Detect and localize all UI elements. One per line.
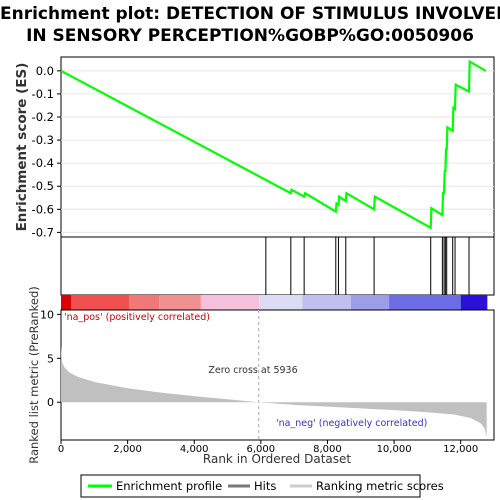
x-tick-label: 4,000: [180, 444, 209, 455]
es-profile-line: [60, 59, 487, 230]
x-axis: 0 2,000 4,000 6,000 8,000 10,000 12,000: [58, 440, 478, 455]
zero-cross-label: Zero cross at 5936: [208, 365, 297, 376]
color-bar-segment: [460, 295, 488, 310]
es-y-tick-label: -0.5: [32, 179, 54, 193]
color-bar-segment: [259, 295, 303, 310]
color-bar-segment: [200, 295, 260, 310]
color-bar-segment: [70, 295, 130, 310]
rank-color-bar: [61, 295, 488, 310]
es-y-tick-label: -0.1: [32, 87, 54, 101]
x-tick-label: 2,000: [113, 444, 142, 455]
metric-y-tick-label: 10: [40, 308, 54, 321]
legend-metric-label: Ranking metric scores: [316, 479, 444, 493]
es-panel-frame: [60, 56, 495, 238]
legend-frame: [80, 474, 421, 498]
color-bar-segment: [61, 295, 71, 310]
color-bar-segment: [159, 295, 201, 310]
color-bar-segment: [389, 295, 461, 310]
metric-y-axis: 10 5 0: [40, 308, 61, 409]
es-y-tick-label: -0.3: [32, 133, 54, 147]
ranked-metric-panel: 10 5 0 0 2,000 4,000 6,000 8,000 10,000 12,000 '…: [27, 286, 495, 466]
metric-area: [61, 345, 487, 438]
es-y-tick-label: 0.0: [36, 64, 54, 78]
es-y-tick-label: -0.6: [32, 202, 54, 216]
chart-title-line2: IN SENSORY PERCEPTION%GOBP%GO:0050906: [26, 26, 474, 46]
legend-es-label: Enrichment profile: [116, 479, 222, 493]
hit-lines: [265, 237, 470, 295]
x-tick-label: 6,000: [247, 444, 276, 455]
color-bar-segment: [129, 295, 160, 310]
es-grid: [61, 70, 494, 233]
x-tick-label: 10,000: [377, 444, 412, 455]
legend: Enrichment profile Hits Ranking metric s…: [80, 474, 444, 498]
neg-correlated-label: 'na_neg' (negatively correlated): [276, 418, 427, 429]
pos-correlated-label: 'na_pos' (positively correlated): [64, 312, 210, 323]
es-y-axis: 0.0 -0.1 -0.2 -0.3 -0.4 -0.5 -0.6 -0.7: [32, 64, 61, 239]
x-tick-label: 8,000: [313, 444, 342, 455]
enrichment-score-panel: 0.0 -0.1 -0.2 -0.3 -0.4 -0.5 -0.6 -0.7 Enrichme…: [14, 56, 495, 239]
color-bar-segment: [302, 295, 351, 310]
metric-y-tick-label: 0: [47, 396, 54, 409]
es-y-tick-label: -0.2: [32, 110, 54, 124]
legend-hits-label: Hits: [254, 479, 276, 493]
metric-y-tick-label: 5: [47, 352, 54, 365]
color-bar-segment: [350, 295, 390, 310]
x-axis-label: Rank in Ordered Dataset: [203, 452, 351, 466]
metric-panel-frame: [60, 309, 495, 441]
metric-y-axis-label: Ranked list metric (PreRanked): [27, 286, 41, 464]
x-tick-label: 12,000: [443, 444, 478, 455]
es-y-tick-label: -0.7: [32, 225, 54, 239]
es-y-axis-label: Enrichment score (ES): [14, 63, 30, 232]
hits-panel: [60, 236, 495, 296]
x-tick-label: 0: [58, 444, 64, 455]
chart-title-line1: Enrichment plot: DETECTION OF STIMULUS I…: [0, 4, 500, 24]
es-y-tick-label: -0.4: [32, 156, 54, 170]
hits-panel-frame: [60, 236, 495, 296]
